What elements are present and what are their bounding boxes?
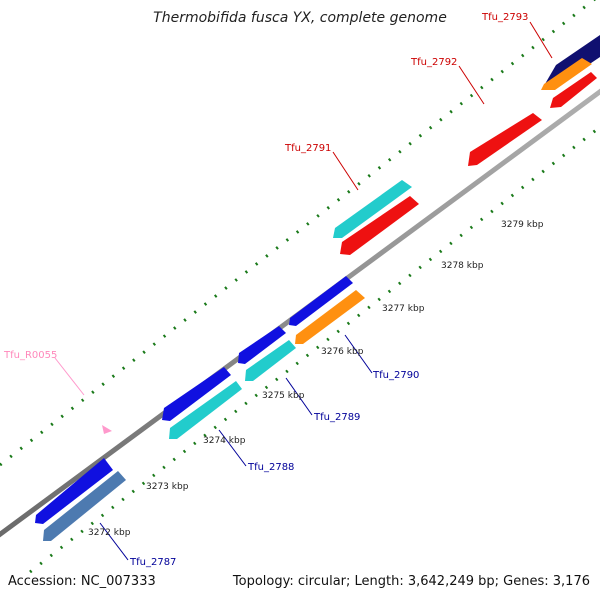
gene-label-tfu-r0055[interactable]: Tfu_R0055 bbox=[3, 350, 57, 361]
genome-summary: Topology: circular; Length: 3,642,249 bp… bbox=[232, 574, 590, 589]
leader-tfu-2787 bbox=[99, 522, 129, 561]
kbp-label-3275: 3275 kbp bbox=[262, 391, 305, 401]
gene-feature-blue-d[interactable] bbox=[35, 458, 113, 524]
leader-tfu-2791 bbox=[332, 151, 359, 191]
gene-label-tfu-2791[interactable]: Tfu_2791 bbox=[284, 143, 331, 154]
map-title: Thermobifida fusca YX, complete genome bbox=[153, 10, 447, 26]
gene-feature-tfu-2791-cyan[interactable] bbox=[333, 180, 412, 238]
gene-feature-tfu-2791-red[interactable] bbox=[340, 196, 419, 255]
kbp-label-3276: 3276 kbp bbox=[321, 347, 364, 357]
rna-feature-tfu-r0055[interactable] bbox=[102, 425, 112, 434]
leader-tfu-2788 bbox=[218, 429, 247, 467]
gene-label-tfu-2793[interactable]: Tfu_2793 bbox=[481, 12, 528, 23]
kbp-label-3277: 3277 kbp bbox=[382, 304, 425, 314]
gene-feature-red-a[interactable] bbox=[550, 72, 597, 108]
kbp-label-3278: 3278 kbp bbox=[441, 261, 484, 271]
gene-label-tfu-2788[interactable]: Tfu_2788 bbox=[247, 462, 294, 473]
leader-tfu-r0055 bbox=[54, 357, 85, 396]
inner-tick-track bbox=[29, 125, 600, 574]
gene-label-tfu-2787[interactable]: Tfu_2787 bbox=[129, 557, 176, 568]
gene-feature-blue-a[interactable] bbox=[289, 276, 353, 326]
kbp-label-3279: 3279 kbp bbox=[501, 220, 544, 230]
kbp-label-3272: 3272 kbp bbox=[88, 528, 131, 538]
gene-feature-tfu-2787[interactable] bbox=[43, 471, 126, 541]
leader-tfu-2792 bbox=[458, 65, 485, 105]
gene-feature-tfu-2792[interactable] bbox=[468, 113, 542, 166]
gene-label-tfu-2789[interactable]: Tfu_2789 bbox=[313, 412, 360, 423]
leader-tfu-2790 bbox=[344, 334, 373, 374]
leader-tfu-2789 bbox=[285, 377, 313, 416]
kbp-label-3273: 3273 kbp bbox=[146, 482, 189, 492]
gene-feature-tfu-2790[interactable] bbox=[295, 290, 365, 344]
gene-feature-blue-b[interactable] bbox=[238, 326, 286, 364]
gene-feature-blue-c[interactable] bbox=[162, 367, 231, 421]
kbp-label-3274: 3274 kbp bbox=[203, 436, 246, 446]
gene-feature-tfu-2788[interactable] bbox=[169, 381, 242, 439]
label-leaders bbox=[54, 21, 553, 561]
accession-label: Accession: NC_007333 bbox=[8, 574, 156, 589]
gene-label-tfu-2790[interactable]: Tfu_2790 bbox=[372, 370, 419, 381]
gene-feature-tfu-2789[interactable] bbox=[245, 340, 296, 381]
gene-feature-navy[interactable] bbox=[545, 35, 600, 84]
leader-tfu-2793 bbox=[529, 21, 553, 59]
gene-label-tfu-2792[interactable]: Tfu_2792 bbox=[410, 57, 457, 68]
gene-feature-tfu-2793[interactable] bbox=[541, 58, 592, 90]
